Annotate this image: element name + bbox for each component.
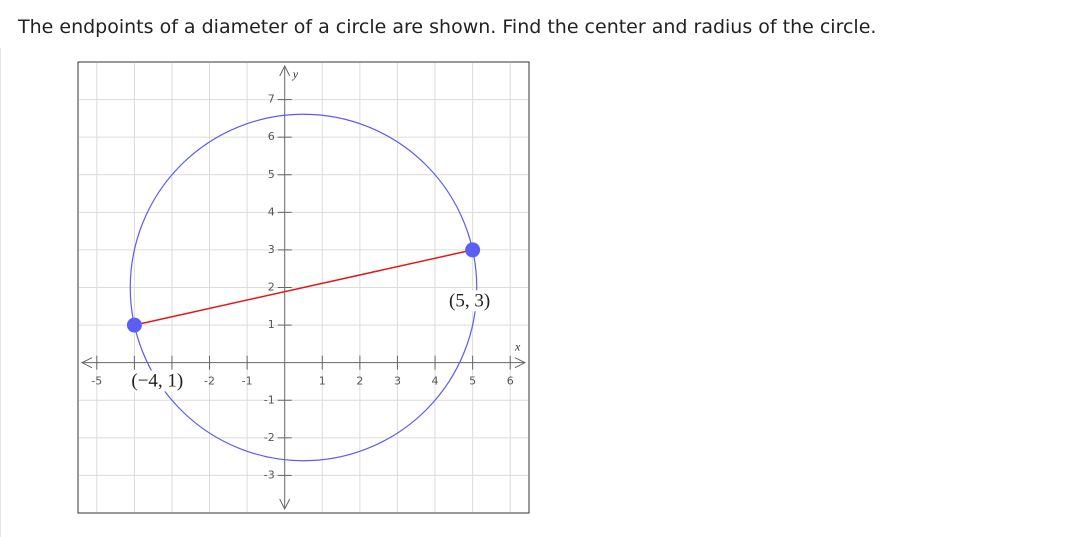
- x-tick-label: -5: [91, 375, 102, 388]
- y-tick-label: 4: [268, 205, 275, 218]
- x-tick-label: 1: [319, 375, 326, 388]
- y-tick-label: 6: [268, 130, 275, 143]
- x-tick-label: 2: [356, 375, 363, 388]
- question: The endpoints of a diameter of a circle …: [18, 16, 877, 38]
- y-tick-label: -1: [264, 393, 275, 406]
- label-background: [447, 290, 493, 312]
- y-tick-label: 3: [268, 243, 275, 256]
- y-tick-label: 7: [268, 93, 275, 106]
- x-tick-label: 6: [507, 375, 514, 388]
- y-tick-label: -2: [264, 431, 275, 444]
- y-tick-label: 2: [268, 281, 275, 294]
- separator: [0, 48, 1, 537]
- point-label: (5, 3): [449, 290, 490, 311]
- x-tick-label: -2: [204, 375, 215, 388]
- label-background: [129, 370, 186, 392]
- point-label: (−4, 1): [131, 370, 183, 391]
- x-tick-label: 5: [469, 375, 476, 388]
- x-tick-label: -1: [242, 375, 253, 388]
- y-tick-label: 1: [268, 318, 275, 331]
- axis-arrow: [80, 64, 527, 511]
- x-tick-label: 4: [432, 375, 439, 388]
- endpoint: [465, 242, 481, 258]
- y-axis-label: y: [292, 67, 299, 81]
- diameter: [134, 249, 473, 326]
- y-tick-label: 5: [268, 168, 275, 181]
- y-tick-label: -3: [264, 468, 275, 481]
- circle: [129, 113, 478, 462]
- endpoint: [126, 317, 142, 333]
- x-axis-label: x: [514, 340, 521, 354]
- x-tick-label: 3: [394, 375, 401, 388]
